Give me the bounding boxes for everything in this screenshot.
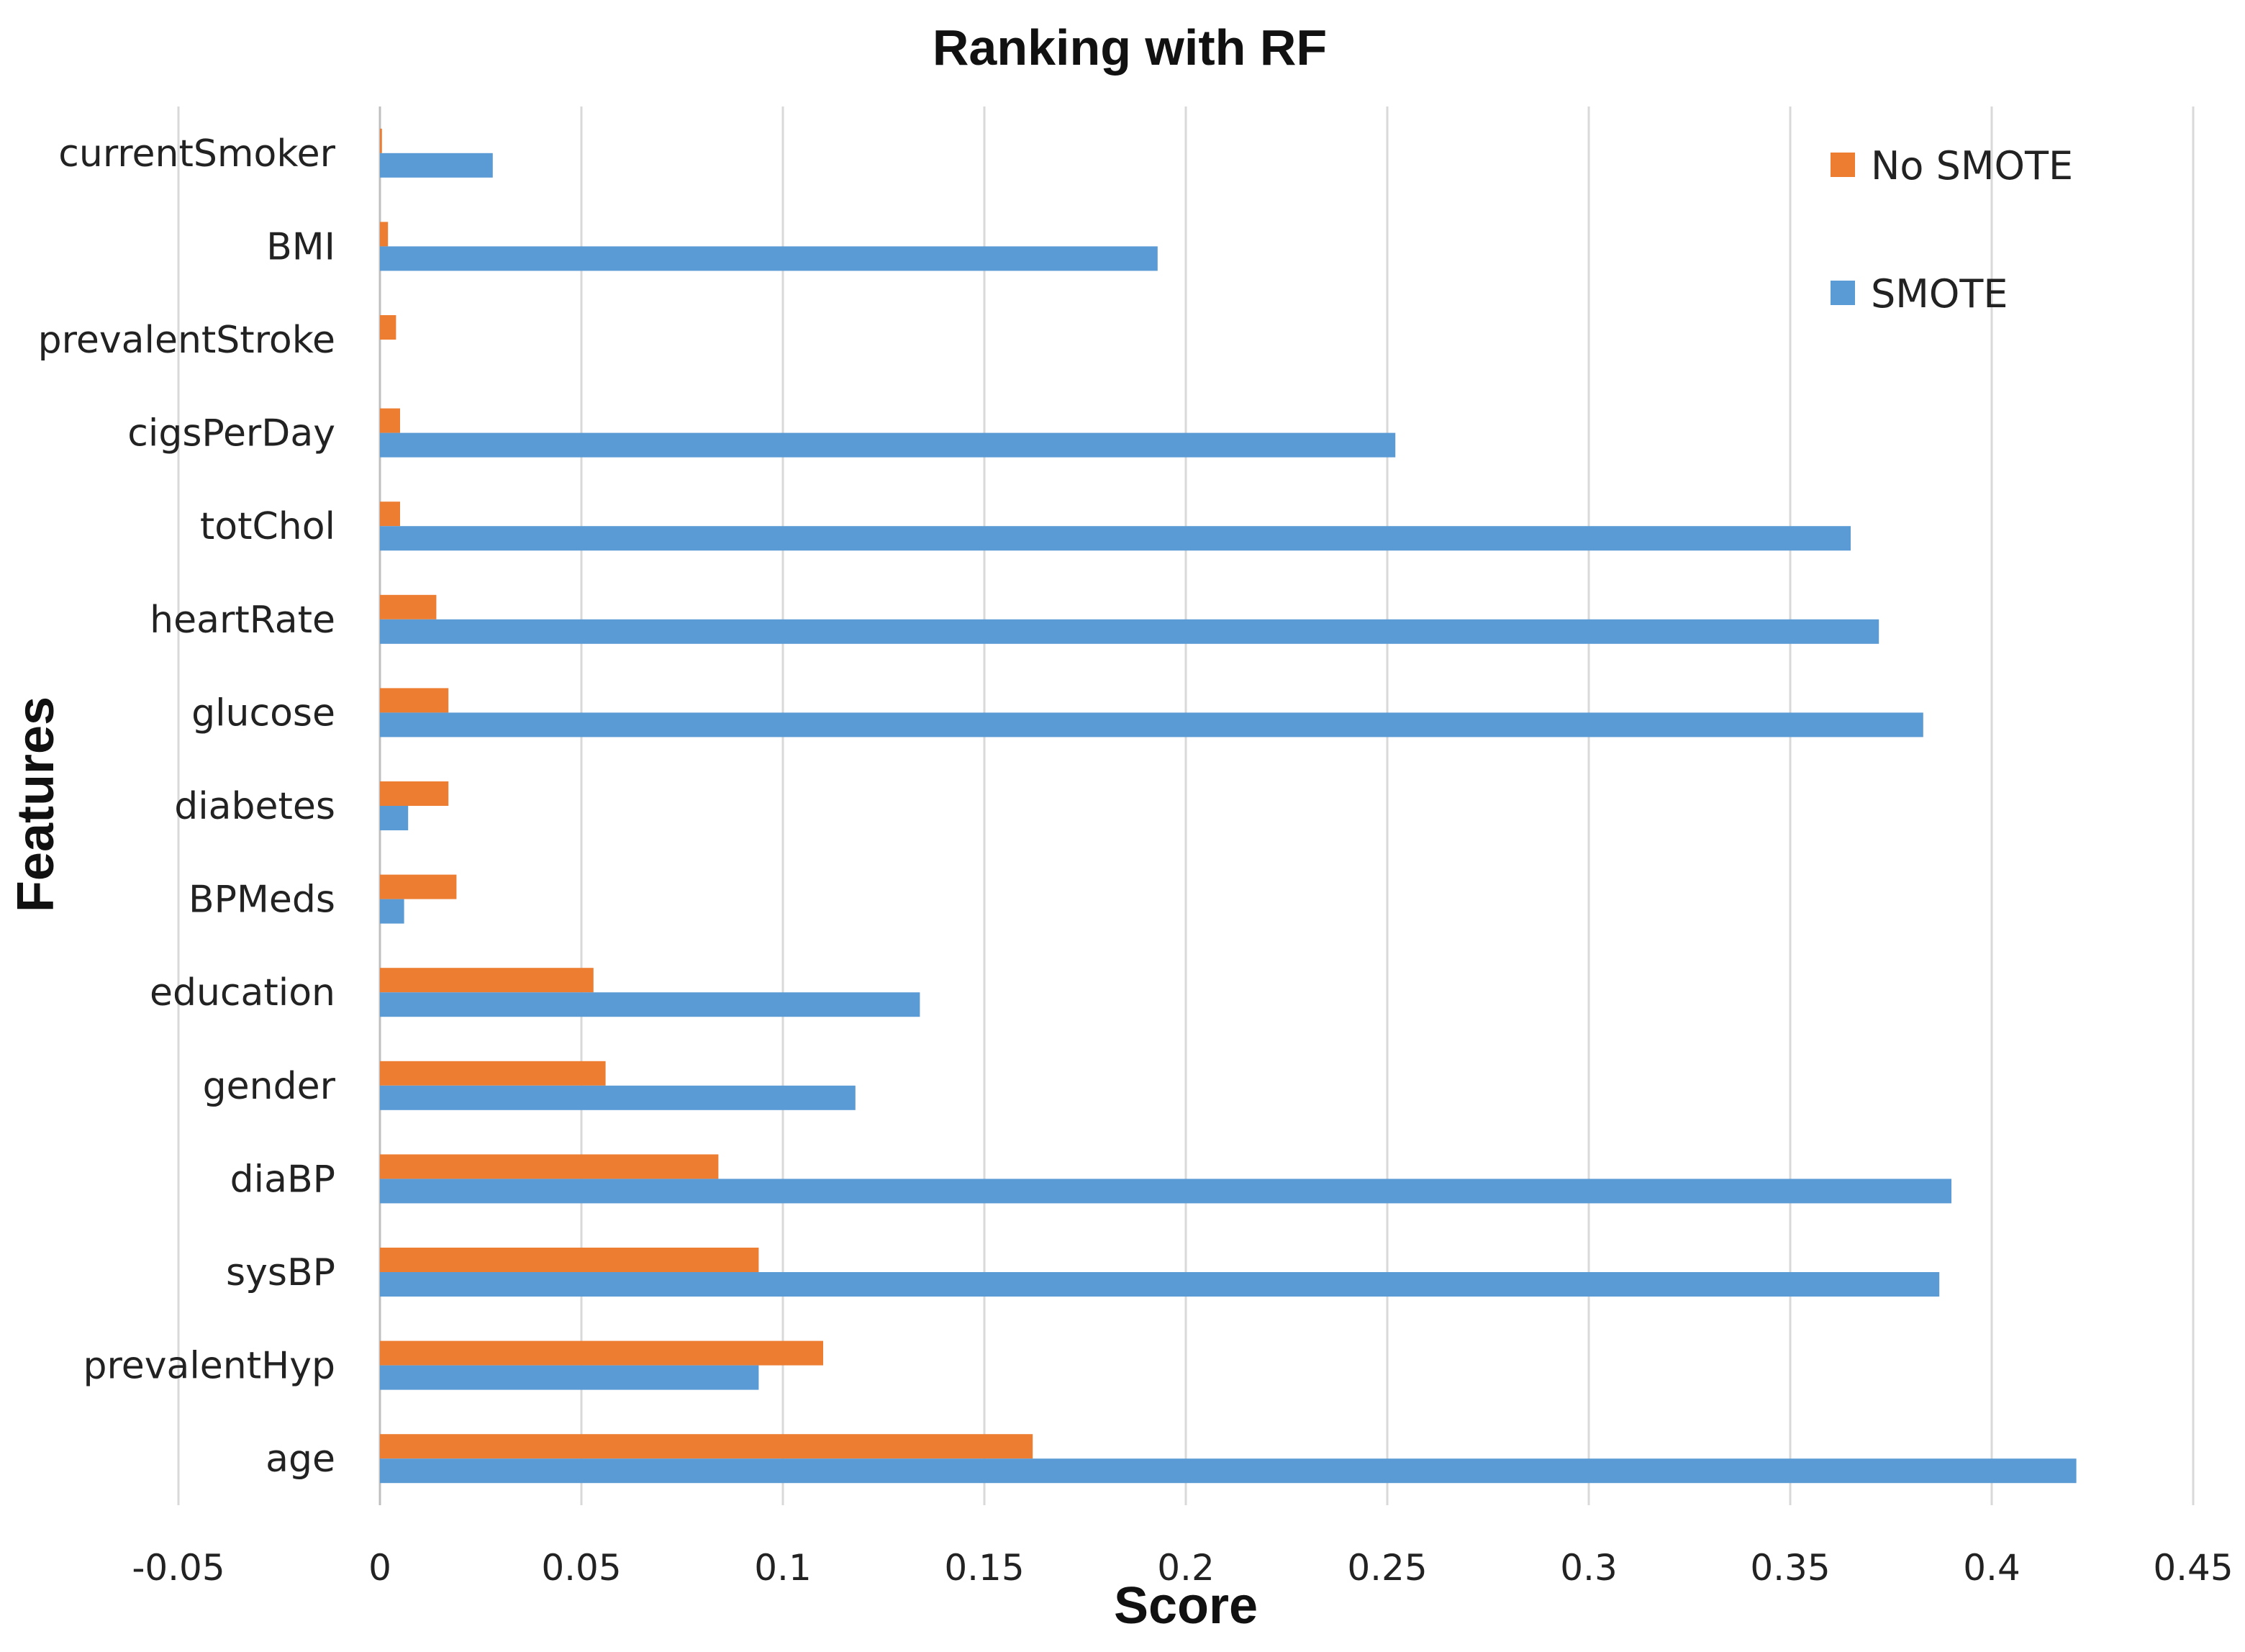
category-label: BPMeds — [189, 879, 335, 922]
bar-smote — [380, 153, 493, 178]
x-tick-label: -0.05 — [132, 1547, 224, 1589]
bar-smote — [380, 806, 409, 830]
y-axis-title: Features — [7, 696, 65, 912]
x-tick-label: 0.4 — [1963, 1547, 2020, 1589]
legend-label-no-smote: No SMOTE — [1871, 143, 2073, 189]
bar-no-smote — [380, 781, 449, 806]
category-label: education — [150, 971, 335, 1015]
category-label: totChol — [200, 505, 335, 548]
bar-smote — [380, 526, 1851, 551]
x-tick-label: 0 — [368, 1547, 391, 1589]
category-label: currentSmoker — [58, 132, 335, 176]
bar-smote — [380, 1365, 759, 1390]
bar-smote — [380, 246, 1158, 271]
chart-title: Ranking with RF — [933, 19, 1327, 76]
bar-smote — [380, 1085, 856, 1110]
bar-smote — [380, 1179, 1951, 1204]
bar-no-smote — [380, 502, 400, 527]
bar-no-smote — [380, 222, 389, 247]
bar-no-smote — [380, 1154, 719, 1179]
bar-no-smote — [380, 968, 594, 993]
x-axis-title: Score — [1114, 1577, 1258, 1635]
bars — [380, 128, 2077, 1484]
bar-smote — [380, 1458, 2077, 1484]
category-labels: currentSmoker BMI prevalentStroke cigsPerDa… — [38, 132, 336, 1481]
bar-no-smote — [380, 1340, 823, 1366]
bar-no-smote — [380, 594, 437, 620]
bar-no-smote — [380, 1061, 606, 1086]
bar-no-smote — [380, 315, 396, 340]
bar-smote — [380, 619, 1879, 644]
bar-no-smote — [380, 128, 382, 153]
bar-no-smote — [380, 1434, 1033, 1459]
category-label: cigsPerDay — [127, 412, 335, 455]
category-label: prevalentStroke — [38, 319, 335, 362]
x-tick-label: 0.3 — [1560, 1547, 1618, 1589]
legend: No SMOTE SMOTE — [1831, 143, 2073, 317]
category-label: sysBP — [226, 1251, 335, 1294]
bar-smote — [380, 899, 404, 924]
x-tick-label: 0.2 — [1157, 1547, 1215, 1589]
legend-label-smote: SMOTE — [1871, 271, 2008, 317]
legend-swatch-smote — [1831, 281, 1855, 305]
category-label: gender — [203, 1065, 336, 1108]
bar-no-smote — [380, 1248, 759, 1272]
x-tick-label: 0.25 — [1347, 1547, 1427, 1589]
x-tick-label: 0.35 — [1750, 1547, 1830, 1589]
x-tick-label: 0.45 — [2153, 1547, 2233, 1589]
x-tick-label: 0.05 — [541, 1547, 621, 1589]
x-tick-label: 0.15 — [944, 1547, 1024, 1589]
category-label: heartRate — [150, 599, 335, 642]
category-label: age — [266, 1438, 335, 1481]
category-label: prevalentHyp — [83, 1345, 335, 1388]
x-tick-labels: -0.05 0 0.05 0.1 0.15 0.2 0.25 0.3 0.35 0.4 0.45 — [132, 1547, 2233, 1589]
x-tick-label: 0.1 — [754, 1547, 812, 1589]
bar-smote — [380, 432, 1396, 458]
bar-no-smote — [380, 874, 457, 899]
category-label: diaBP — [230, 1158, 335, 1201]
bar-smote — [380, 1272, 1940, 1297]
category-label: glucose — [191, 691, 335, 735]
bar-no-smote — [380, 688, 449, 713]
bar-smote — [380, 992, 920, 1017]
legend-swatch-no-smote — [1831, 153, 1855, 177]
bar-no-smote — [380, 408, 400, 433]
category-label: BMI — [266, 225, 335, 268]
bar-smote — [380, 712, 1923, 738]
category-label: diabetes — [174, 785, 335, 828]
